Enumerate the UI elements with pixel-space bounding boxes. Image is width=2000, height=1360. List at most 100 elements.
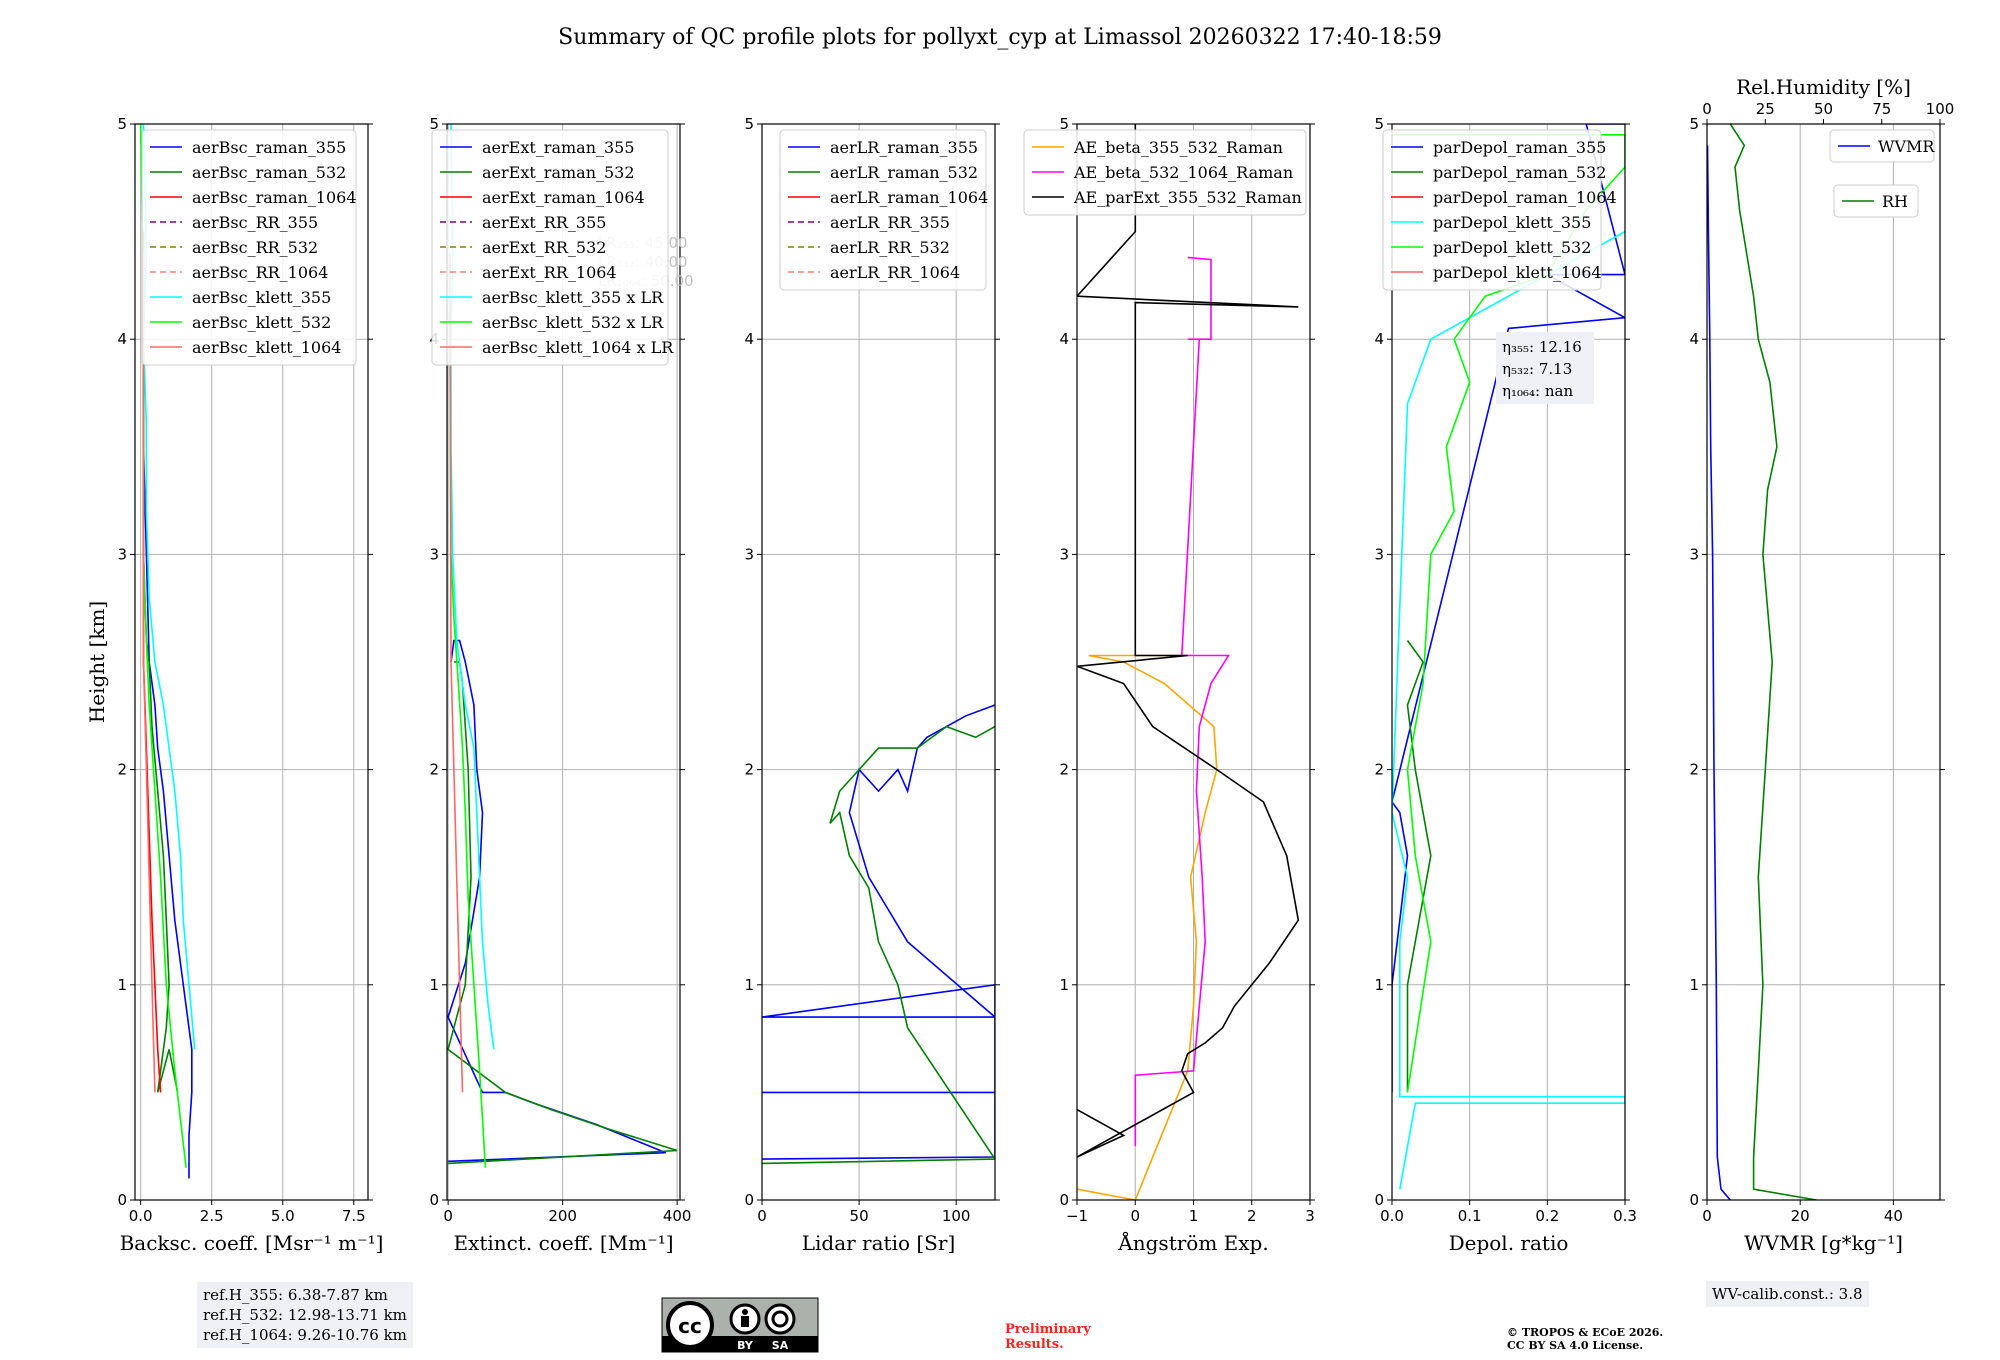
x-tick-label: 0.2 [1535,1207,1559,1225]
y-tick-label: 5 [1374,115,1384,133]
chart-panel-2: 0200400012345Extinct. coeff. [Mm⁻¹]LR₃₅₅… [429,115,693,1255]
x-axis-label: Extinct. coeff. [Mm⁻¹] [453,1231,673,1255]
legend: AE_beta_355_532_Raman AE_beta_532_1064_Ra… [1023,129,1307,216]
legend-entry: aerBsc_klett_355 [192,288,331,307]
legend-entry: aerBsc_klett_532 x LR [482,313,664,332]
series-line-pardepol-raman-355 [1392,124,1625,1093]
top-tick-label: 100 [1926,100,1955,118]
plot-area [1077,124,1300,1200]
copyright-line1: © TROPOS & ECoE 2026. [1507,1326,1663,1339]
y-tick-label: 3 [429,545,439,563]
y-tick-label: 4 [117,330,127,348]
legend-frame [779,129,987,291]
legend-entry: aerBsc_raman_355 [192,138,346,157]
y-tick-label: 0 [429,1191,439,1209]
legend-entry: AE_beta_532_1064_Raman [1073,163,1293,182]
legend-entry: aerBsc_raman_532 [192,163,346,182]
x-axis-label: Ångström Exp. [1117,1230,1268,1255]
legend-entry: aerBsc_raman_1064 [192,188,357,207]
plot-area [1707,124,1817,1200]
reference-height-box: ref.H_355: 6.38-7.87 km ref.H_532: 12.98… [197,1282,413,1348]
figure-title: Summary of QC profile plots for pollyxt_… [558,25,1442,50]
legend-frame [1023,129,1307,216]
cc-icon [666,1301,714,1349]
x-tick-label: 0 [1130,1207,1140,1225]
x-tick-label: 5.0 [271,1207,295,1225]
legend-wvmr: WVMR [1829,129,1935,163]
axes-frame [134,123,369,1201]
x-tick-label: 2.5 [200,1207,224,1225]
y-tick-label: 3 [744,545,754,563]
legend-entry: aerExt_raman_355 [482,138,635,157]
legend-entry: parDepol_raman_355 [1433,138,1606,157]
legend-entry: aerBsc_klett_1064 x LR [482,338,674,357]
legend-entry: aerBsc_RR_532 [192,238,318,257]
y-tick-label: 1 [117,976,127,994]
series-line-pardepol-raman-532 [1406,640,1432,1093]
y-tick-label: 0 [1374,1191,1384,1209]
y-tick-label: 1 [1689,976,1699,994]
y-tick-label: 3 [1059,545,1069,563]
legend-frame [1833,184,1919,218]
y-tick-label: 3 [117,545,127,563]
legend-entry: parDepol_raman_1064 [1433,188,1617,207]
legend-entry: aerBsc_klett_1064 [192,338,341,357]
top-tick-label: 50 [1814,100,1833,118]
y-tick-label: 1 [1374,976,1384,994]
x-tick-label: 3 [1305,1207,1315,1225]
copyright-line2: CC BY SA 4.0 License. [1507,1339,1643,1352]
top-tick-label: 25 [1756,100,1775,118]
panels: 0.0 2.5 5.0 7.5 0 1 2 3 4 5 Backsc. coeff. [Msr⁻¹ … [85,75,1954,1255]
legend-entry: AE_beta_355_532_Raman [1073,138,1283,157]
series-line-aerlr-raman-532 [762,725,995,1165]
x-tick-label: 0 [757,1207,767,1225]
eta-value: η₃₅₅: 12.16 [1502,338,1582,356]
legend-entry: aerExt_RR_355 [482,213,606,232]
ref-height-355: ref.H_355: 6.38-7.87 km [203,1286,388,1304]
legend-entry: parDepol_klett_1064 [1433,263,1602,282]
eta-value: η₁₀₆₄: nan [1502,382,1573,400]
eta-box-bg [1496,332,1594,404]
legend: aerLR_raman_355 aerLR_raman_532 aerLR_rama… [779,129,988,291]
y-tick-label: 0 [1059,1191,1069,1209]
x-axis-label: Backsc. coeff. [Msr⁻¹ m⁻¹] [120,1231,384,1255]
legend-entry: WVMR [1878,137,1935,156]
y-tick-label: 1 [1059,976,1069,994]
legend-entry: parDepol_raman_532 [1433,163,1606,182]
series-line-aerbsc-klett-532-x-lr [449,296,487,1168]
y-tick-label: 5 [1689,115,1699,133]
svg-text:cc: cc [678,1314,702,1338]
series-line-rh [1729,124,1817,1200]
legend-entry: aerExt_raman_532 [482,163,635,182]
legend-frame [141,129,357,366]
top-axis-label: Rel.Humidity [%] [1736,75,1911,99]
legend-entry: aerBsc_klett_355 x LR [482,288,664,307]
axes-frame [446,123,681,1201]
wv-calib-text: WV-calib.const.: 3.8 [1712,1285,1863,1303]
series-line-ae-parext-355-532-raman [1077,124,1300,1158]
axes-frame [1706,123,1941,1201]
sa-label: SA [772,1339,789,1352]
y-tick-label: 4 [744,330,754,348]
y-tick-label: 4 [1689,330,1699,348]
legend-entry: aerExt_RR_1064 [482,263,617,282]
x-axis-label: Lidar ratio [Sr] [802,1231,956,1255]
preliminary-line2: Results. [1005,1337,1064,1352]
legend-entry: aerLR_RR_1064 [830,263,960,282]
x-tick-label: 20 [1791,1207,1810,1225]
x-tick-label: 50 [850,1207,869,1225]
y-tick-label: 4 [1374,330,1384,348]
x-tick-label: 0 [1702,1207,1712,1225]
x-tick-label: 0.0 [129,1207,153,1225]
ref-height-1064: ref.H_1064: 9.26-10.76 km [203,1326,407,1344]
y-tick-label: 3 [1689,545,1699,563]
x-tick-label: 1 [1189,1207,1199,1225]
legend-entry: aerLR_raman_1064 [830,188,988,207]
ref-height-532: ref.H_532: 12.98-13.71 km [203,1306,407,1324]
y-tick-label: 2 [117,761,127,779]
by-label: BY [737,1339,754,1352]
top-tick-label: 0 [1702,100,1712,118]
y-tick-label: 5 [1059,115,1069,133]
